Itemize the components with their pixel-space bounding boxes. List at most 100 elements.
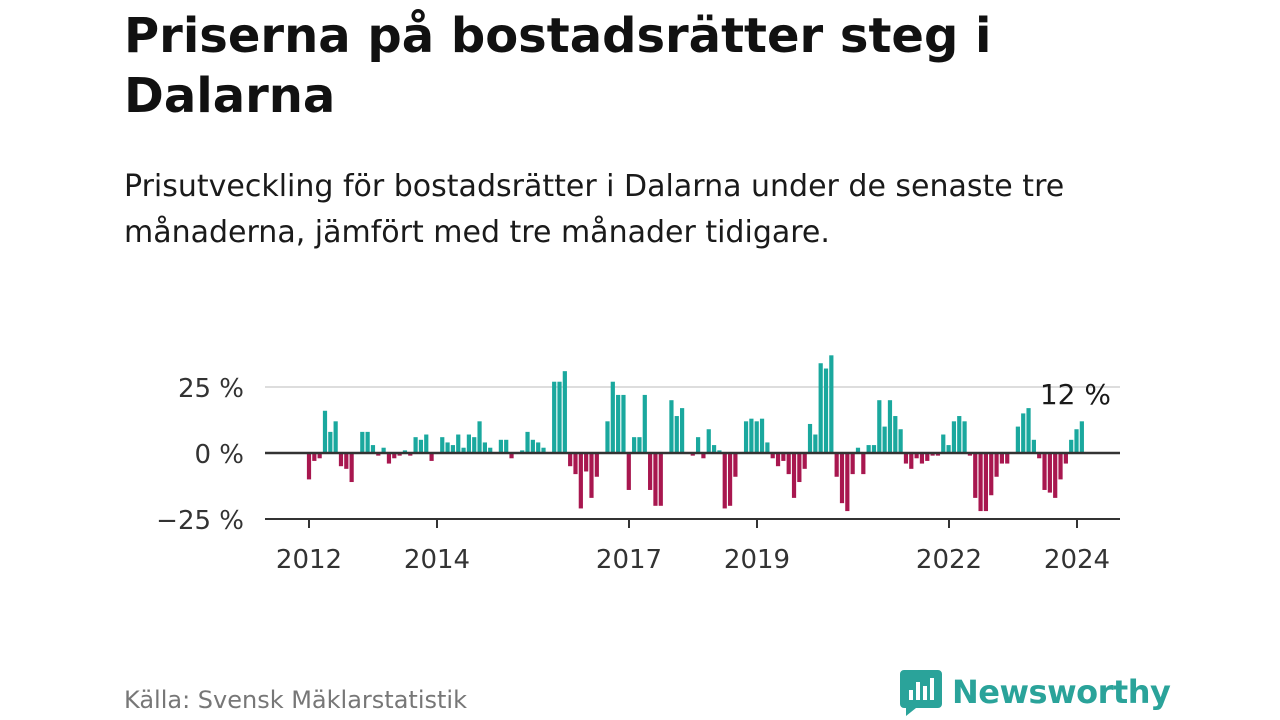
bar: [850, 453, 855, 475]
x-tick-label: 2019: [724, 545, 790, 575]
bar: [525, 431, 530, 453]
bar: [482, 442, 487, 453]
bar: [957, 416, 962, 453]
bar: [621, 394, 626, 453]
bar: [898, 429, 903, 453]
bar: [397, 453, 402, 456]
bar: [695, 437, 701, 453]
bar: [839, 453, 845, 504]
bar: [1037, 453, 1042, 459]
bar: [893, 416, 898, 453]
bar: [669, 400, 674, 453]
bar: [877, 400, 882, 453]
bar: [1005, 453, 1010, 464]
bar: [786, 453, 791, 475]
bar: [381, 447, 386, 453]
bar: [488, 447, 493, 453]
bar: [941, 434, 946, 453]
bar: [610, 381, 615, 453]
bar: [967, 453, 973, 456]
bar: [541, 447, 546, 453]
bar: [845, 453, 850, 512]
bar: [861, 453, 866, 475]
source-note: Källa: Svensk Mäklarstatistik: [124, 686, 467, 714]
bar: [658, 453, 663, 506]
bar: [605, 421, 610, 453]
bar: [520, 450, 525, 453]
bar: [1074, 429, 1079, 453]
bar: [781, 453, 786, 461]
bar: [765, 442, 770, 453]
bar: [466, 434, 471, 453]
last-value-label: 12 %: [1040, 378, 1111, 411]
bar: [1079, 421, 1084, 453]
bar: [834, 453, 839, 477]
bar: [573, 453, 578, 475]
bar: [328, 431, 333, 453]
bar: [999, 453, 1004, 464]
bar: [722, 453, 727, 509]
bar: [568, 453, 573, 467]
bar: [418, 439, 424, 453]
bar: [456, 434, 461, 453]
bar: [925, 453, 930, 461]
bar: [557, 381, 562, 453]
y-tick-label: −25 %: [156, 506, 244, 536]
bar: [1063, 453, 1068, 464]
bar: [711, 445, 717, 453]
chart-subtitle: Prisutveckling för bostadsrätter i Dalar…: [124, 169, 1065, 250]
bar: [445, 442, 450, 453]
bar: [701, 453, 706, 459]
y-tick-label: 25 %: [178, 374, 244, 404]
bar: [690, 453, 695, 456]
bar: [317, 453, 322, 459]
bar: [754, 421, 759, 453]
bar: [919, 453, 925, 464]
bar: [1042, 453, 1047, 490]
bar: [386, 453, 392, 464]
bar: [994, 453, 999, 477]
bar: [1047, 453, 1052, 493]
bar: [413, 437, 418, 453]
bar: [370, 445, 376, 453]
bar: [978, 453, 983, 512]
bar: [823, 368, 829, 453]
bar: [408, 453, 413, 456]
bar: [552, 381, 557, 453]
bar: [935, 453, 941, 456]
bar: [887, 400, 893, 453]
bar: [1015, 426, 1020, 453]
bar: [791, 453, 797, 498]
bar: [1058, 453, 1063, 480]
bar: [562, 371, 567, 453]
bar: [498, 439, 503, 453]
bar: [914, 453, 919, 459]
bar: [392, 453, 397, 459]
bar: [983, 453, 989, 512]
bar: [338, 453, 344, 467]
bar: [450, 445, 456, 453]
bar: [616, 394, 621, 453]
bar: [717, 450, 722, 453]
bar: [770, 453, 775, 459]
bar: [312, 453, 317, 461]
bar: [536, 442, 541, 453]
bar: [871, 445, 877, 453]
bar: [962, 421, 967, 453]
bar: [509, 453, 514, 459]
y-tick-label: 0 %: [194, 440, 244, 470]
bar: [1053, 453, 1058, 498]
bar: [759, 418, 765, 453]
x-tick-label: 2022: [916, 545, 982, 575]
bar: [882, 426, 887, 453]
bar: [973, 453, 978, 498]
bar: [306, 453, 312, 480]
bar: [1026, 408, 1031, 453]
bar: [989, 453, 994, 496]
bar: [903, 453, 909, 464]
bar: [584, 453, 589, 472]
x-tick-label: 2024: [1044, 545, 1110, 575]
bar: [376, 453, 381, 456]
bar: [578, 453, 583, 509]
bar: [333, 421, 338, 453]
